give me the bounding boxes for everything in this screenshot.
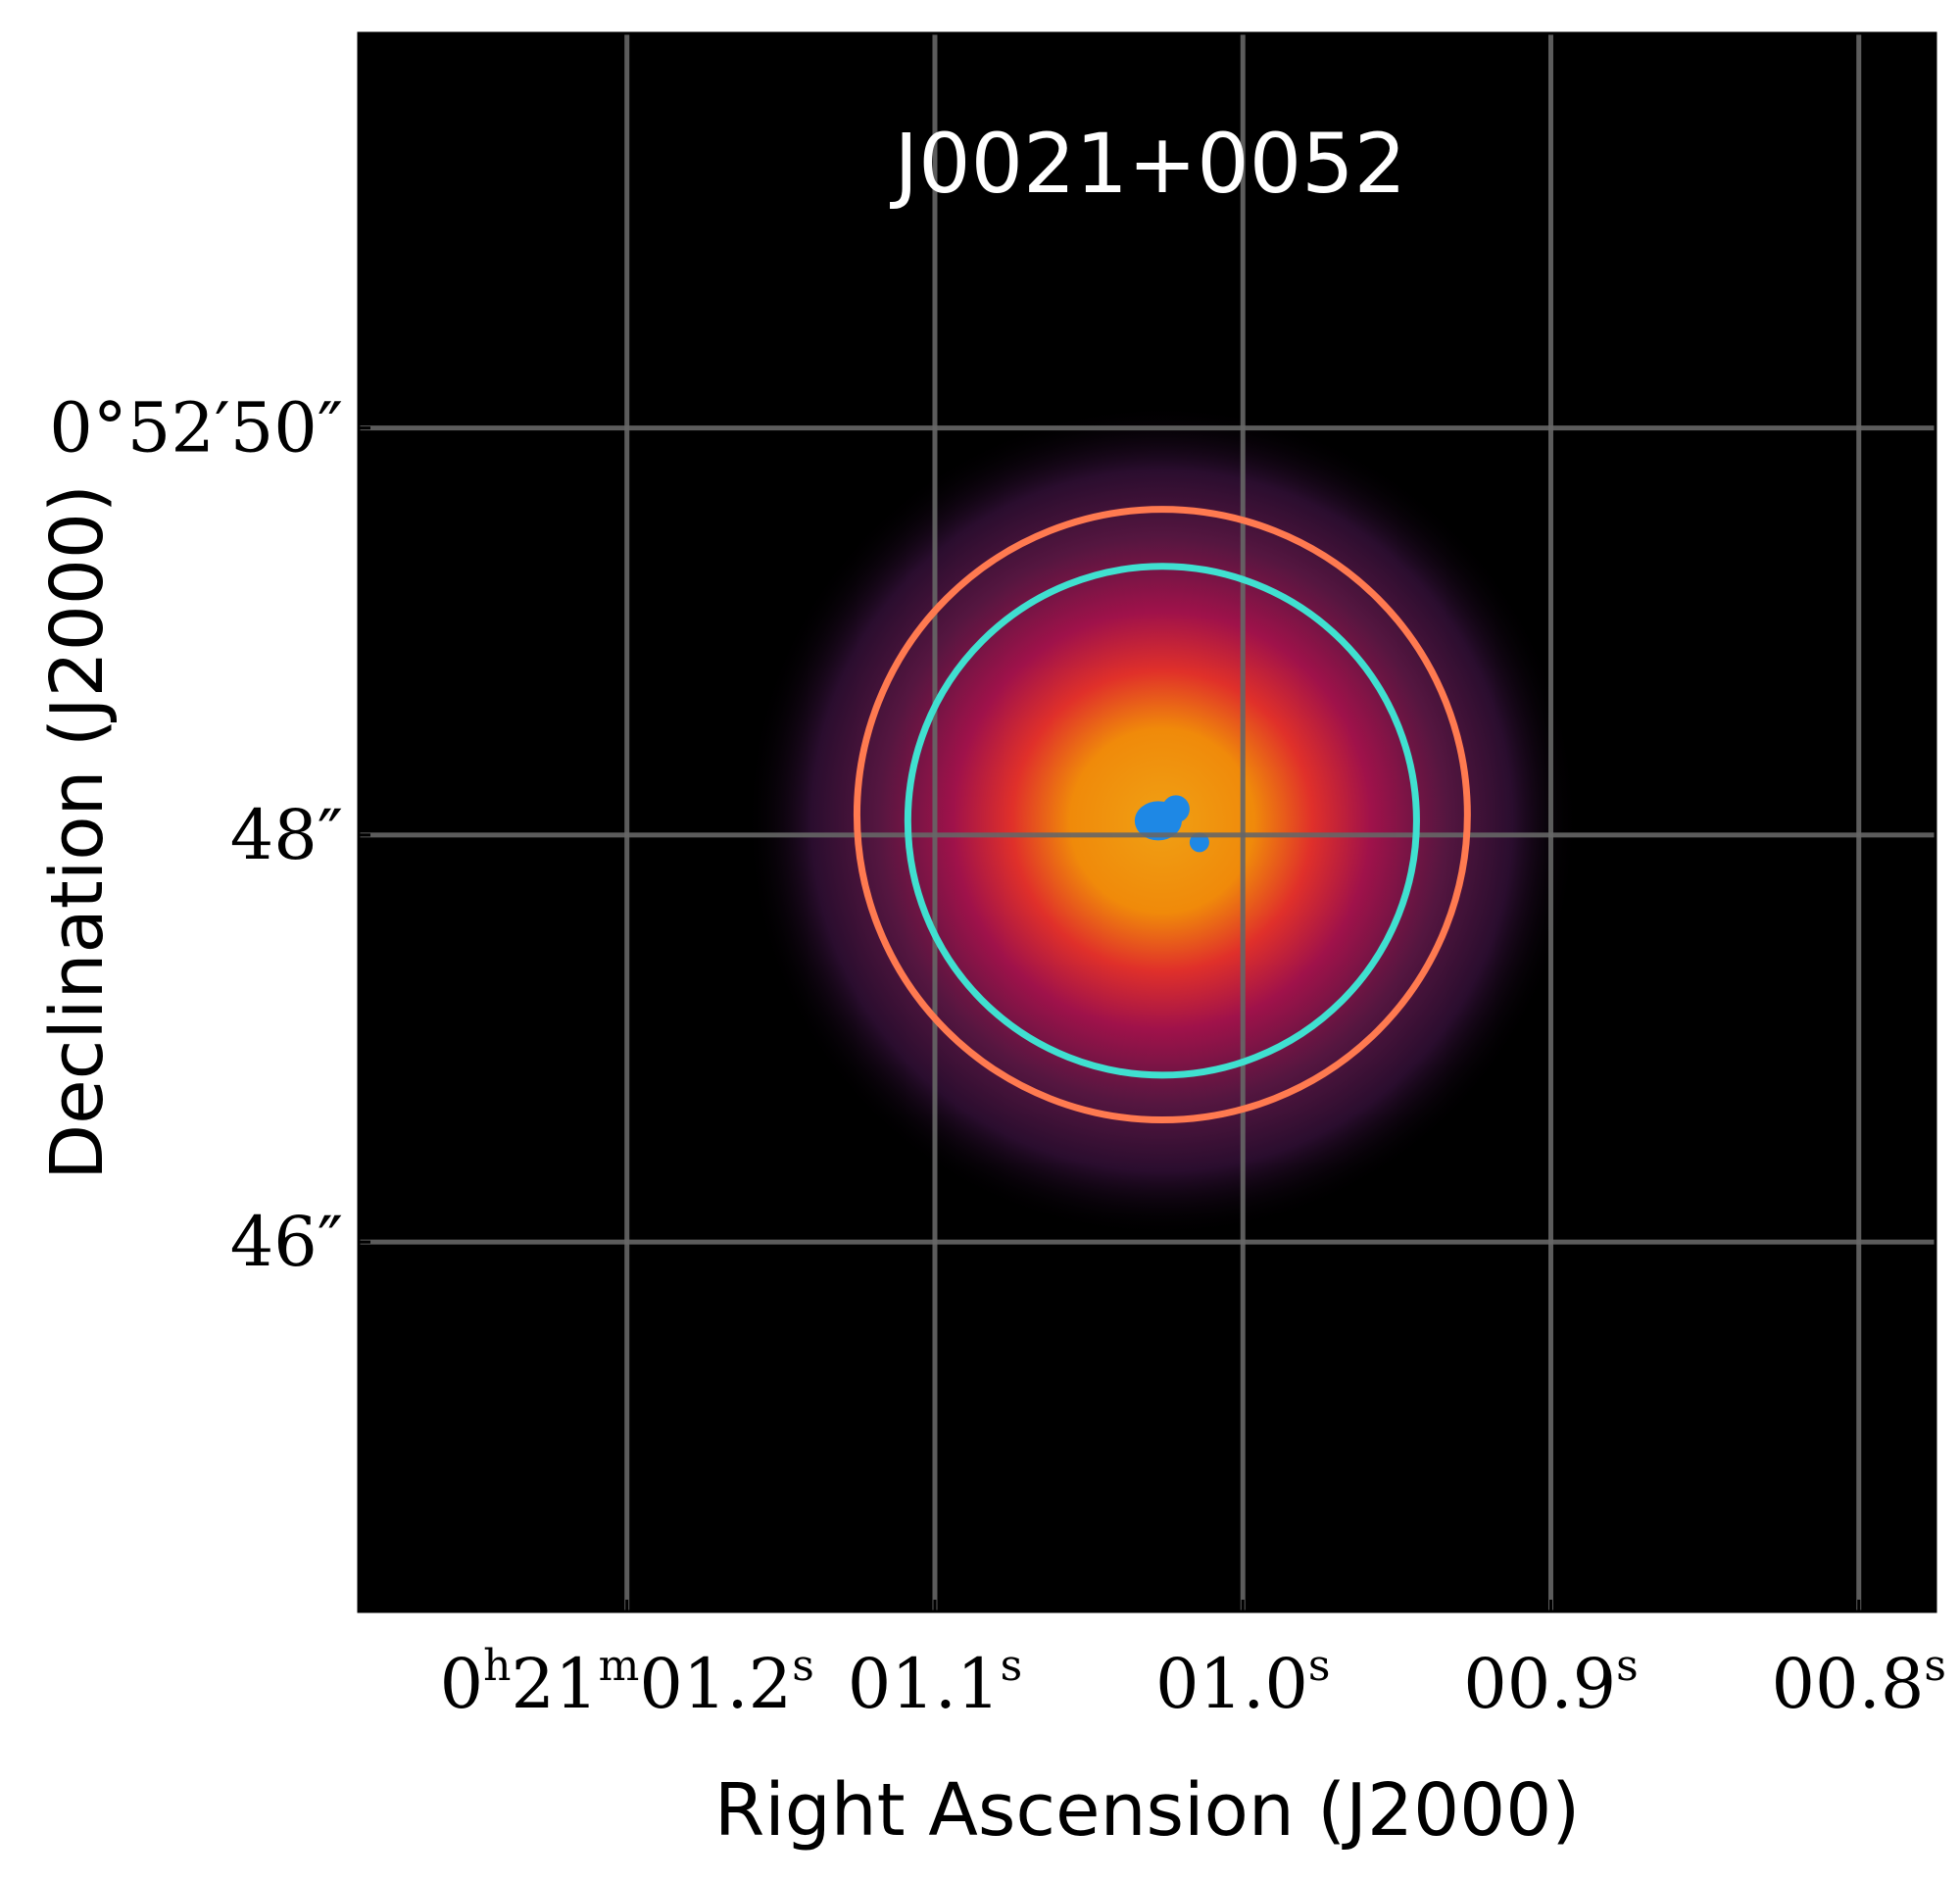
y-axis-label: Declination (J2000) [35, 484, 120, 1180]
apertures [853, 506, 1471, 1124]
y-tick-label: 48″ [230, 795, 343, 875]
x-axis-label: Right Ascension (J2000) [714, 1768, 1580, 1853]
chart-title: J0021+0052 [889, 116, 1406, 212]
x-tick-label: 00.8s [1772, 1641, 1946, 1724]
aperture-inner [904, 563, 1420, 1079]
x-tick-label: 00.9s [1463, 1641, 1638, 1724]
x-tick-label: 01.0s [1155, 1641, 1330, 1724]
y-tick-label: 0°52′50″ [49, 388, 343, 469]
plot-frame [357, 31, 1937, 1613]
y-axis-ticks: 0°52′50″ 48″ 46″ [49, 388, 370, 1282]
x-tick-label: 01.1s [848, 1641, 1022, 1724]
x-tick-label: 0h21m01.2s [440, 1641, 814, 1724]
core-blob [1161, 795, 1190, 823]
y-tick-label: 46″ [230, 1202, 343, 1282]
aperture-outer [853, 506, 1471, 1124]
x-axis-ticks: 0h21m01.2s 01.1s 01.0s 00.9s 00.8s [440, 1600, 1946, 1724]
grid-lines [359, 33, 1936, 1611]
